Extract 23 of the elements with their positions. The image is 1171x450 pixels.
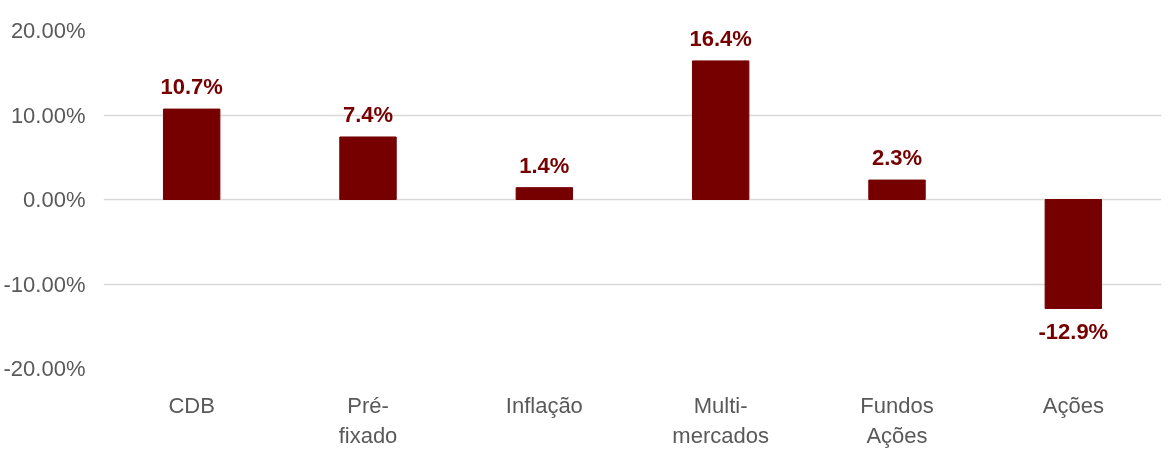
- y-tick-label: -10.00%: [3, 271, 86, 297]
- bar: [691, 60, 750, 200]
- x-tick-label: Multi- mercados: [672, 392, 769, 448]
- data-label: 2.3%: [871, 145, 923, 171]
- data-label: 10.7%: [160, 74, 223, 100]
- x-tick-label: CDB: [168, 392, 215, 418]
- x-tick-label: Ações: [1042, 392, 1104, 418]
- x-tick-label: Fundos Ações: [860, 392, 934, 448]
- data-label: 7.4%: [342, 101, 394, 127]
- bar: [515, 187, 574, 200]
- y-tick-label: 10.00%: [10, 102, 86, 128]
- data-label: -12.9%: [1038, 318, 1109, 344]
- y-tick-label: 0.00%: [23, 187, 86, 212]
- bar: [162, 108, 221, 200]
- bar: [868, 179, 926, 200]
- bar: [1044, 199, 1103, 310]
- x-tick-label: Pré- fixado: [338, 392, 398, 448]
- y-tick-label: -20.00%: [3, 356, 86, 381]
- y-tick-label: 20.00%: [10, 18, 86, 43]
- x-tick-label: Inflação: [505, 392, 583, 418]
- data-label: 16.4%: [689, 25, 752, 51]
- data-label: 1.4%: [519, 152, 570, 178]
- bar: [339, 136, 397, 200]
